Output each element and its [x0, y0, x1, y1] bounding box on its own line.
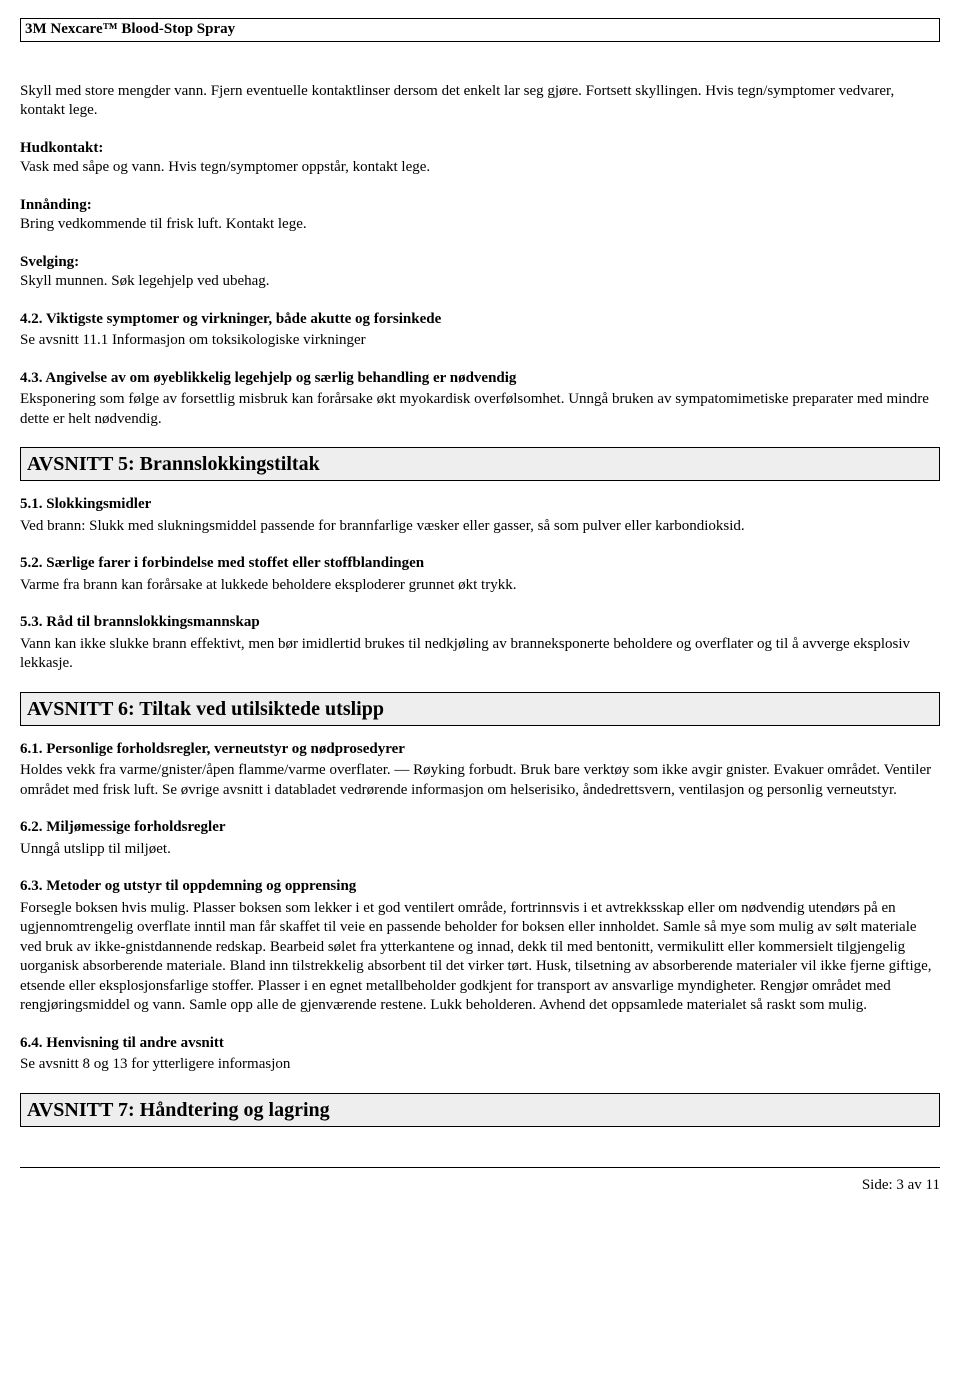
- section-6-4-heading: 6.4. Henvisning til andre avsnitt: [20, 1034, 940, 1054]
- section-6-3: 6.3. Metoder og utstyr til oppdemning og…: [20, 877, 940, 1016]
- section-4-2-heading: 4.2. Viktigste symptomer og virkninger, …: [20, 310, 940, 330]
- avsnitt-5-banner: AVSNITT 5: Brannslokkingstiltak: [20, 447, 940, 481]
- section-4-2: 4.2. Viktigste symptomer og virkninger, …: [20, 310, 940, 351]
- innanding-text: Bring vedkommende til frisk luft. Kontak…: [20, 215, 940, 235]
- section-6-2: 6.2. Miljømessige forholdsregler Unngå u…: [20, 818, 940, 859]
- section-5-2: 5.2. Særlige farer i forbindelse med sto…: [20, 554, 940, 595]
- section-6-2-text: Unngå utslipp til miljøet.: [20, 840, 940, 860]
- hudkontakt-text: Vask med såpe og vann. Hvis tegn/symptom…: [20, 158, 940, 178]
- section-5-1: 5.1. Slokkingsmidler Ved brann: Slukk me…: [20, 495, 940, 536]
- footer-divider: [20, 1167, 940, 1168]
- section-5-3-heading: 5.3. Råd til brannslokkingsmannskap: [20, 613, 940, 633]
- innanding-label: Innånding:: [20, 196, 940, 216]
- avsnitt-6-banner: AVSNITT 6: Tiltak ved utilsiktede utslip…: [20, 692, 940, 726]
- section-6-1-heading: 6.1. Personlige forholdsregler, verneuts…: [20, 740, 940, 760]
- avsnitt-7-banner: AVSNITT 7: Håndtering og lagring: [20, 1093, 940, 1127]
- innanding-block: Innånding: Bring vedkommende til frisk l…: [20, 196, 940, 235]
- section-4-3-text: Eksponering som følge av forsettlig misb…: [20, 390, 940, 429]
- section-6-1: 6.1. Personlige forholdsregler, verneuts…: [20, 740, 940, 801]
- section-5-1-text: Ved brann: Slukk med slukningsmiddel pas…: [20, 517, 940, 537]
- section-5-3: 5.3. Råd til brannslokkingsmannskap Vann…: [20, 613, 940, 674]
- page-footer: Side: 3 av 11: [20, 1176, 940, 1196]
- svelging-label: Svelging:: [20, 253, 940, 273]
- section-5-3-text: Vann kan ikke slukke brann effektivt, me…: [20, 635, 940, 674]
- section-5-2-text: Varme fra brann kan forårsake at lukkede…: [20, 576, 940, 596]
- hudkontakt-block: Hudkontakt: Vask med såpe og vann. Hvis …: [20, 139, 940, 178]
- document-title-box: 3M Nexcare™ Blood-Stop Spray: [20, 18, 940, 42]
- section-5-1-heading: 5.1. Slokkingsmidler: [20, 495, 940, 515]
- section-4-3-heading: 4.3. Angivelse av om øyeblikkelig legehj…: [20, 369, 940, 389]
- section-6-4: 6.4. Henvisning til andre avsnitt Se avs…: [20, 1034, 940, 1075]
- section-4-3: 4.3. Angivelse av om øyeblikkelig legehj…: [20, 369, 940, 430]
- svelging-text: Skyll munnen. Søk legehjelp ved ubehag.: [20, 272, 940, 292]
- section-5-2-heading: 5.2. Særlige farer i forbindelse med sto…: [20, 554, 940, 574]
- section-6-3-heading: 6.3. Metoder og utstyr til oppdemning og…: [20, 877, 940, 897]
- section-6-2-heading: 6.2. Miljømessige forholdsregler: [20, 818, 940, 838]
- document-title: 3M Nexcare™ Blood-Stop Spray: [25, 21, 235, 37]
- hudkontakt-label: Hudkontakt:: [20, 139, 940, 159]
- section-4-2-text: Se avsnitt 11.1 Informasjon om toksikolo…: [20, 331, 940, 351]
- section-6-4-text: Se avsnitt 8 og 13 for ytterligere infor…: [20, 1055, 940, 1075]
- svelging-block: Svelging: Skyll munnen. Søk legehjelp ve…: [20, 253, 940, 292]
- intro-paragraph: Skyll med store mengder vann. Fjern even…: [20, 82, 940, 121]
- section-6-3-text: Forsegle boksen hvis mulig. Plasser boks…: [20, 899, 940, 1016]
- section-6-1-text: Holdes vekk fra varme/gnister/åpen flamm…: [20, 761, 940, 800]
